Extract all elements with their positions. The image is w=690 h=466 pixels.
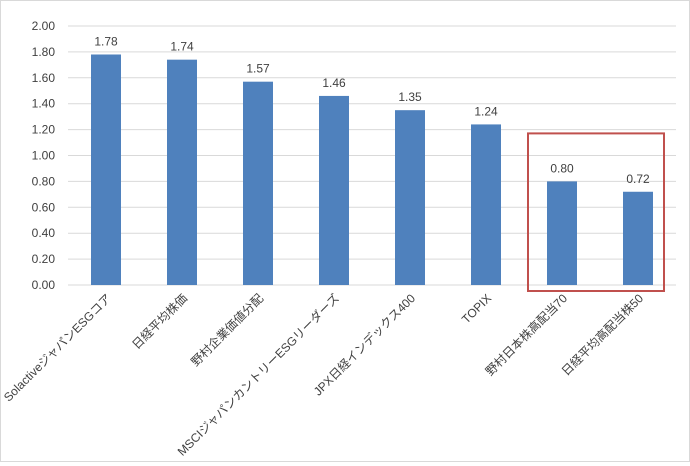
y-tick-label: 0.60: [32, 200, 56, 214]
highlight-layer: [527, 132, 665, 292]
y-tick-label: 0.00: [32, 278, 56, 292]
y-tick-label: 0.80: [32, 174, 56, 188]
data-label: 1.46: [322, 76, 346, 90]
x-tick-label: 日経平均株価: [129, 291, 191, 353]
y-tick-label: 1.80: [32, 45, 56, 59]
y-tick-label: 0.40: [32, 226, 56, 240]
y-tick-label: 1.00: [32, 149, 56, 163]
x-tick-label: 野村企業価値分配: [188, 291, 266, 369]
data-label: 1.35: [398, 90, 422, 104]
bar: [243, 81, 273, 285]
bar: [395, 110, 425, 285]
x-axis-ticks: SolactiveジャパンESGコア 日経平均株価野村企業価値分配MSCIジャパン…: [1, 290, 646, 458]
bars: [91, 54, 653, 286]
bar: [167, 59, 197, 285]
y-axis-ticks: 0.00 0.20 0.40 0.60 0.80 1.00 1.20 1.40 1.60 1.80…: [32, 19, 56, 292]
y-tick-label: 1.20: [32, 123, 56, 137]
highlight-box: [527, 132, 665, 292]
bar: [623, 191, 653, 285]
x-tick-label: TOPIX: [459, 291, 494, 326]
data-label: 1.24: [474, 104, 498, 118]
data-label: 0.72: [626, 172, 650, 186]
x-tick-label: SolactiveジャパンESGコア: [1, 291, 114, 404]
data-label: 1.78: [94, 34, 118, 48]
x-tick-label: 日経平均高配当株50: [558, 290, 646, 378]
y-tick-label: 1.40: [32, 97, 56, 111]
y-tick-label: 2.00: [32, 19, 56, 33]
data-label: 1.74: [170, 40, 194, 54]
y-tick-label: 0.20: [32, 252, 56, 266]
gridlines: [68, 25, 676, 286]
x-tick-label: 野村日本株高配当70: [482, 290, 570, 378]
bar: [319, 95, 349, 286]
data-label: 0.80: [550, 161, 574, 175]
bar: [471, 124, 501, 285]
data-labels: 1.78 1.74 1.57 1.46 1.35 1.24 0.80 0.72: [94, 34, 650, 185]
bar: [547, 181, 577, 285]
y-tick-label: 1.60: [32, 71, 56, 85]
bar: [91, 54, 121, 285]
x-tick-label: MSCIジャパンカントリーESGリーダーズ: [174, 291, 342, 459]
data-label: 1.57: [246, 62, 270, 76]
